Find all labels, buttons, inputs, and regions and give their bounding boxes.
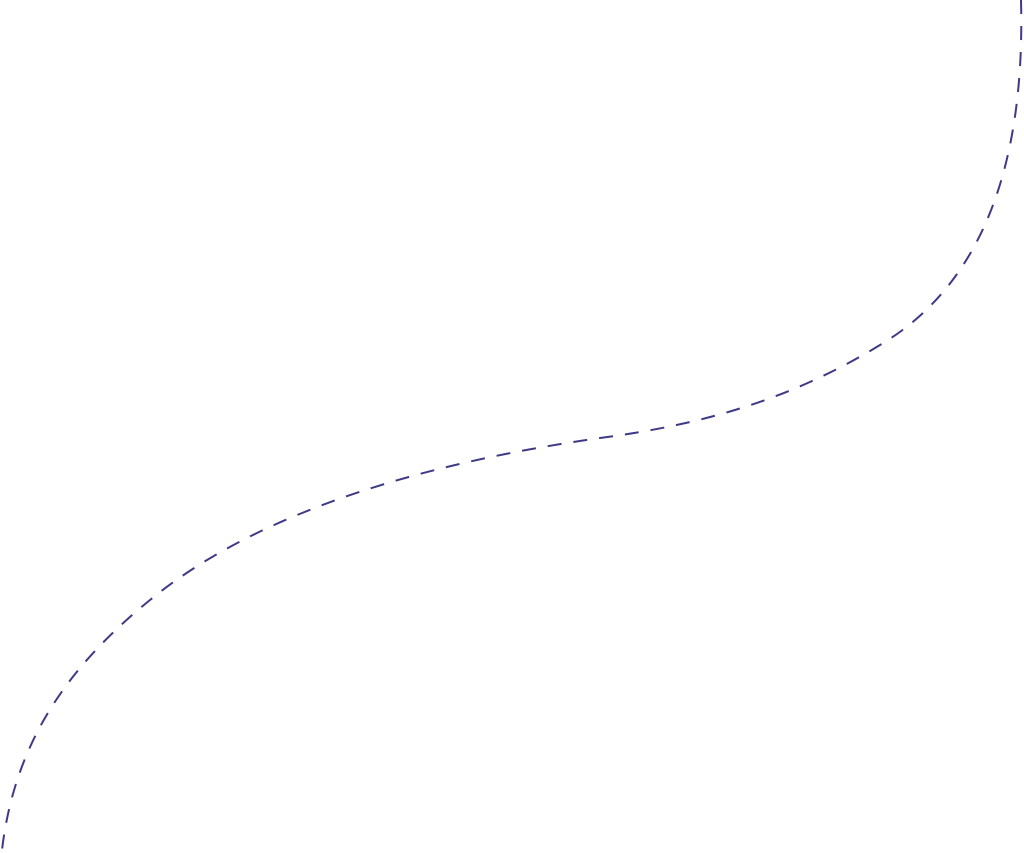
page-body: [1, 0, 1023, 851]
dashed-curve: [1, 0, 1023, 851]
page: {} html, body { margin: 0; padding: 0; b…: [1, 0, 1023, 851]
canvas: [1, 0, 1023, 851]
